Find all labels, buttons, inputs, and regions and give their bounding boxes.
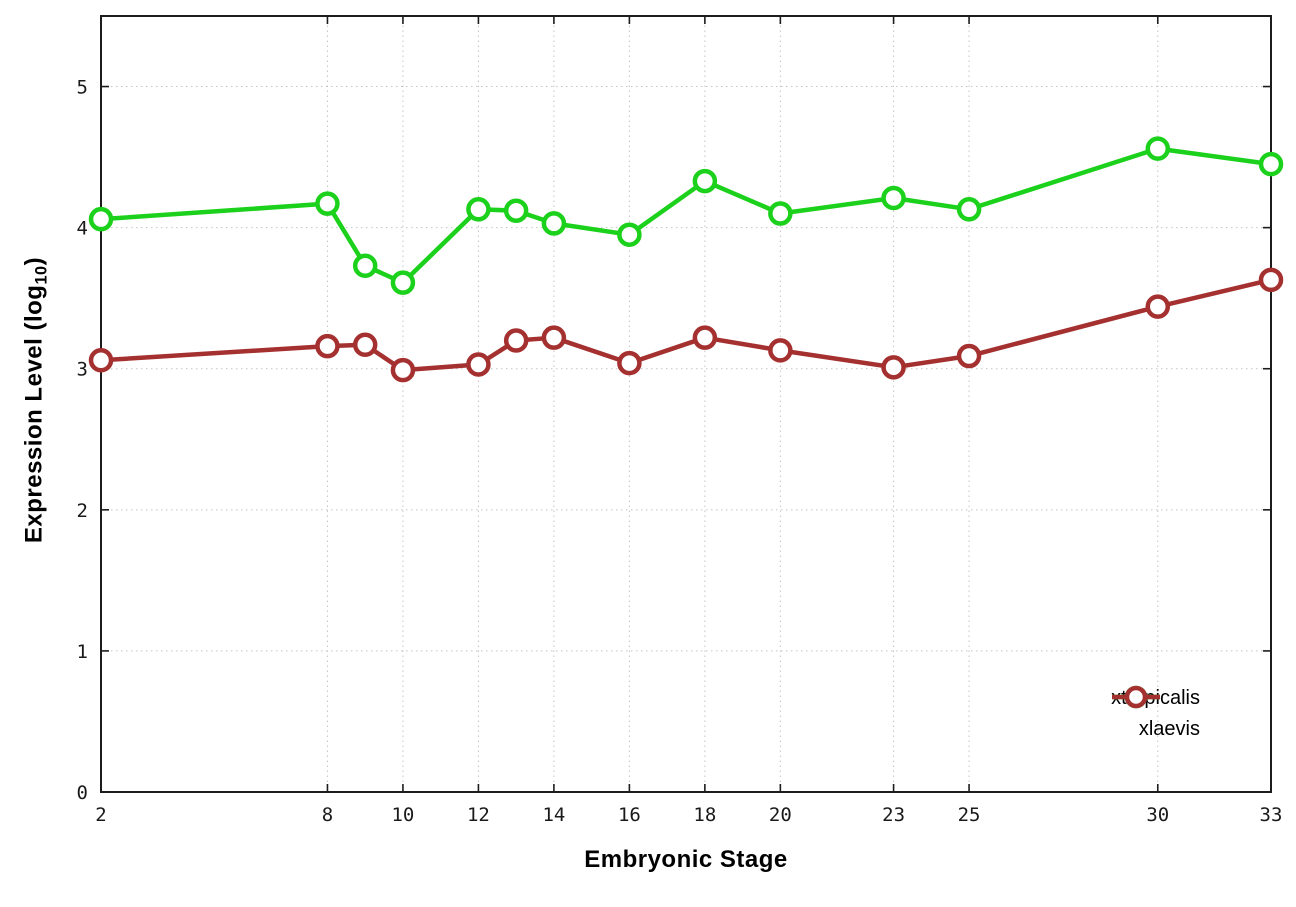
data-point-xtropicalis bbox=[692, 168, 718, 194]
data-point-xlaevis bbox=[390, 357, 416, 383]
y-tick-label: 4 bbox=[77, 218, 88, 240]
y-tick-label: 2 bbox=[77, 500, 88, 522]
x-tick-label: 33 bbox=[1260, 804, 1283, 826]
data-point-xlaevis bbox=[541, 325, 567, 350]
y-tick-label: 1 bbox=[77, 641, 88, 663]
data-point-xlaevis bbox=[768, 338, 793, 363]
y-axis-label-close: ) bbox=[20, 256, 48, 266]
data-point-xlaevis bbox=[956, 343, 982, 369]
x-tick-label: 20 bbox=[769, 804, 792, 826]
legend-item-xlaevis: xlaevis bbox=[1112, 685, 1260, 744]
x-tick-label: 18 bbox=[693, 804, 716, 826]
data-point-xlaevis bbox=[88, 348, 114, 373]
x-tick-label: 14 bbox=[542, 804, 565, 826]
x-tick-label: 25 bbox=[958, 804, 981, 826]
y-tick-label: 5 bbox=[77, 77, 88, 99]
data-point-xtropicalis bbox=[617, 222, 642, 247]
legend-label-xlaevis: xlaevis bbox=[1138, 718, 1200, 740]
data-point-xlaevis bbox=[315, 333, 340, 359]
y-tick-label: 3 bbox=[77, 359, 88, 381]
data-point-xtropicalis bbox=[390, 270, 416, 295]
x-tick-label: 10 bbox=[391, 804, 414, 826]
x-tick-label: 30 bbox=[1146, 804, 1169, 826]
legend-sample-circle bbox=[1124, 685, 1148, 709]
x-tick-label: 23 bbox=[882, 804, 905, 826]
x-tick-label: 12 bbox=[467, 804, 490, 826]
data-point-xlaevis bbox=[352, 332, 378, 357]
data-point-xtropicalis bbox=[1145, 136, 1171, 161]
legend-sample-marker-xtropicalis bbox=[1112, 685, 1260, 712]
data-point-xtropicalis bbox=[88, 206, 114, 232]
data-point-xtropicalis bbox=[541, 211, 567, 236]
y-axis-label: Expression Level (log10) bbox=[21, 257, 52, 543]
data-point-xtropicalis bbox=[315, 191, 340, 216]
series-line-xlaevis bbox=[98, 277, 1274, 373]
y-tick-label: 0 bbox=[77, 782, 88, 804]
y-axis-label-text: Expression Level (log bbox=[20, 284, 48, 544]
data-point-xtropicalis bbox=[956, 197, 982, 222]
legend: xtropicalis xlaevis bbox=[1111, 684, 1260, 744]
data-point-xtropicalis bbox=[768, 201, 793, 226]
data-point-xlaevis bbox=[881, 355, 906, 380]
data-point-xlaevis bbox=[617, 350, 642, 376]
x-axis-label: Embryonic Stage bbox=[584, 846, 788, 873]
data-point-xlaevis bbox=[692, 325, 718, 350]
x-tick-label: 8 bbox=[322, 804, 333, 826]
plot-border bbox=[100, 15, 1272, 793]
legend-sample-svg bbox=[1112, 685, 1161, 709]
x-tick-label: 16 bbox=[618, 804, 641, 826]
data-point-xtropicalis bbox=[352, 253, 378, 278]
legend-sample-marker-xlaevis bbox=[1112, 685, 1260, 743]
data-point-xlaevis bbox=[503, 328, 529, 353]
x-tick-label: 2 bbox=[95, 804, 106, 826]
data-point-xtropicalis bbox=[1258, 151, 1284, 177]
data-point-xtropicalis bbox=[881, 185, 906, 211]
series-line-xtropicalis bbox=[98, 146, 1274, 285]
data-point-xtropicalis bbox=[503, 198, 529, 223]
data-point-xlaevis bbox=[466, 352, 491, 377]
y-axis-label-subscript: 10 bbox=[32, 265, 51, 285]
data-point-xlaevis bbox=[1145, 294, 1171, 319]
data-point-xtropicalis bbox=[466, 197, 491, 222]
data-point-xlaevis bbox=[1258, 267, 1284, 293]
